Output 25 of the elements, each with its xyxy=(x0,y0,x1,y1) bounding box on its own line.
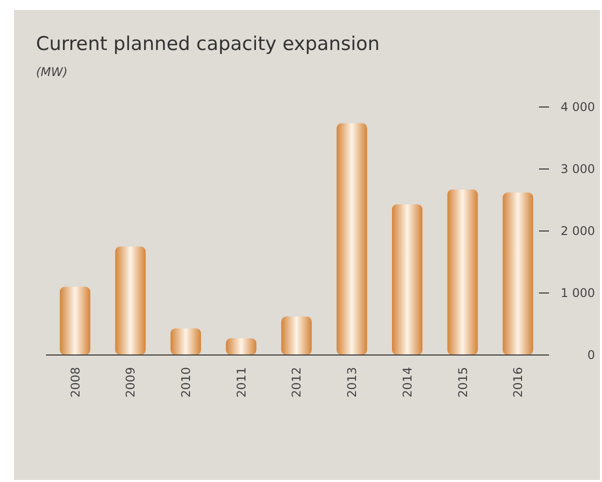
y-tick-label: 1 000 xyxy=(560,286,595,300)
bar xyxy=(281,316,312,355)
chart-title: Current planned capacity expansion xyxy=(36,33,380,55)
x-tick-label: 2014 xyxy=(400,367,414,398)
x-tick-label: 2015 xyxy=(456,367,470,398)
x-tick-label: 2008 xyxy=(68,367,82,398)
x-tick-label: 2010 xyxy=(178,367,193,398)
x-tick-label: 2016 xyxy=(511,367,526,398)
x-tick-label: 2011 xyxy=(234,367,248,398)
chart-subtitle: (MW) xyxy=(36,65,68,79)
bar xyxy=(115,246,146,355)
bar xyxy=(60,286,90,355)
x-tick-label: 2009 xyxy=(124,367,138,398)
bar xyxy=(447,189,478,355)
bar xyxy=(392,204,422,355)
y-tick-label: 3 000 xyxy=(560,162,595,176)
y-tick-label: 4 000 xyxy=(560,100,595,114)
bar xyxy=(502,192,534,355)
bar xyxy=(170,328,202,355)
x-tick-label: 2012 xyxy=(290,367,304,398)
y-tick-label: 2 000 xyxy=(560,224,595,238)
x-tick-label: 2013 xyxy=(345,367,360,398)
bar xyxy=(336,123,368,355)
y-tick-label: 0 xyxy=(587,348,595,362)
bar xyxy=(226,338,256,355)
